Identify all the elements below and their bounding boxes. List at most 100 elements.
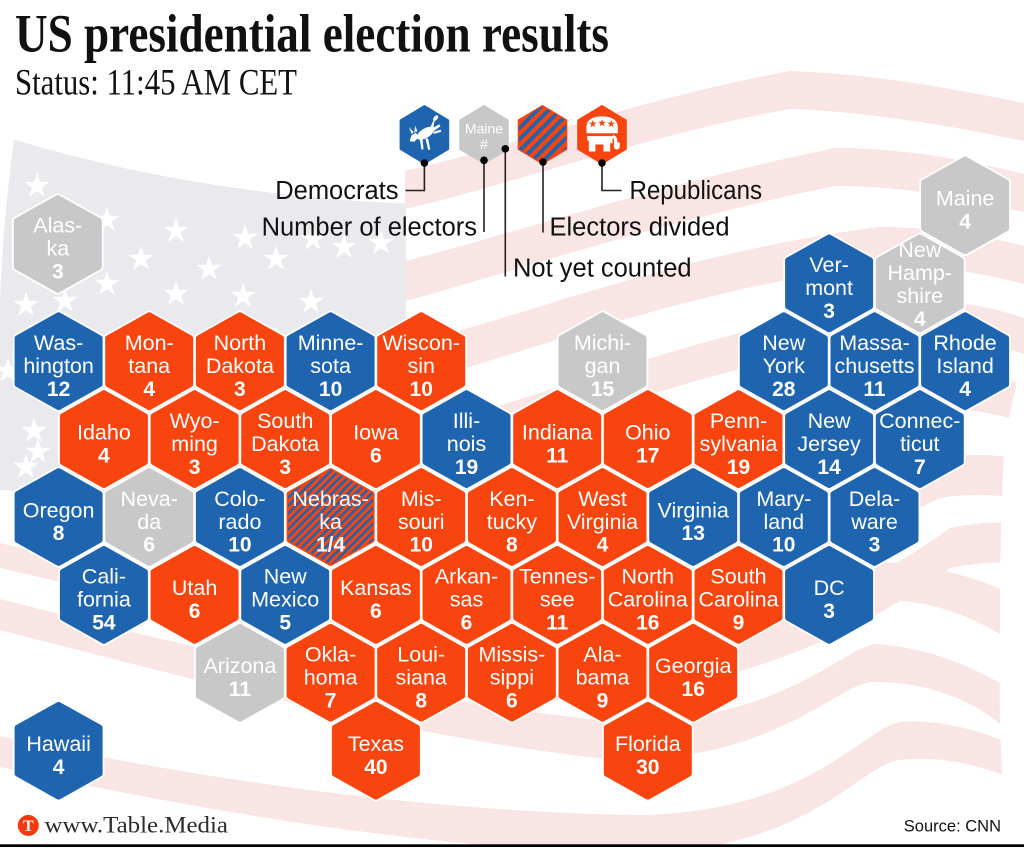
svg-text:1/4: 1/4 (316, 534, 346, 557)
svg-text:New: New (808, 409, 851, 433)
svg-text:16: 16 (682, 678, 705, 701)
svg-text:19: 19 (727, 456, 750, 479)
svg-text:North: North (622, 565, 675, 589)
svg-text:6: 6 (370, 444, 382, 467)
svg-text:Wyo-: Wyo- (170, 409, 220, 433)
svg-text:Florida: Florida (615, 732, 681, 756)
svg-text:3: 3 (823, 600, 835, 623)
svg-text:Dakota: Dakota (206, 354, 274, 378)
svg-text:da: da (137, 510, 161, 534)
svg-text:sas: sas (450, 588, 483, 612)
svg-text:Iowa: Iowa (353, 420, 398, 444)
svg-text:US presidential election resul: US presidential election results (15, 4, 609, 64)
svg-text:hington: hington (23, 354, 94, 378)
svg-text:7: 7 (914, 456, 926, 479)
svg-text:ka: ka (319, 510, 342, 534)
svg-text:Carolina: Carolina (608, 588, 688, 612)
svg-text:Alas-: Alas- (33, 214, 82, 238)
svg-text:28: 28 (772, 378, 796, 401)
svg-text:Virginia: Virginia (567, 510, 638, 534)
svg-text:New: New (898, 238, 941, 262)
svg-text:Indiana: Indiana (522, 420, 593, 444)
svg-text:8: 8 (53, 522, 65, 545)
svg-text:sin: sin (407, 354, 434, 378)
svg-text:Maine: Maine (465, 121, 503, 137)
svg-text:12: 12 (47, 378, 70, 401)
svg-text:11: 11 (546, 444, 569, 467)
svg-text:Oregon: Oregon (23, 498, 95, 522)
svg-text:Utah: Utah (172, 576, 217, 600)
svg-text:3: 3 (869, 534, 881, 557)
svg-text:7: 7 (325, 690, 337, 713)
svg-text:6: 6 (461, 612, 473, 635)
svg-text:Georgia: Georgia (655, 654, 732, 678)
svg-text:ka: ka (46, 237, 69, 261)
svg-text:11: 11 (229, 678, 252, 701)
svg-text:Neva-: Neva- (121, 487, 178, 511)
svg-text:tana: tana (128, 354, 170, 378)
svg-text:6: 6 (143, 534, 155, 557)
svg-text:10: 10 (410, 534, 433, 557)
svg-text:Nebras-: Nebras- (292, 487, 368, 511)
svg-text:Ala-: Ala- (583, 643, 621, 667)
svg-text:chusetts: chusetts (834, 354, 914, 378)
svg-text:Hamp-: Hamp- (888, 261, 953, 285)
svg-text:16: 16 (636, 612, 659, 635)
svg-text:15: 15 (591, 378, 615, 401)
svg-text:ming: ming (171, 432, 218, 456)
svg-text:8: 8 (415, 690, 427, 713)
svg-text:3: 3 (234, 378, 246, 401)
svg-text:11: 11 (546, 612, 569, 635)
svg-text:Arizona: Arizona (203, 654, 276, 678)
svg-text:shire: shire (896, 284, 943, 308)
svg-text:homa: homa (304, 666, 358, 690)
svg-text:Not yet counted: Not yet counted (513, 255, 692, 283)
svg-text:6: 6 (370, 600, 382, 623)
svg-text:17: 17 (636, 444, 659, 467)
svg-text:Maine: Maine (936, 187, 995, 211)
svg-text:Penn-: Penn- (710, 409, 767, 433)
svg-text:land: land (763, 510, 804, 534)
svg-text:Minne-: Minne- (298, 331, 364, 355)
svg-text:10: 10 (772, 534, 795, 557)
svg-text:DC: DC (814, 576, 845, 600)
svg-text:10: 10 (410, 378, 433, 401)
svg-text:York: York (763, 354, 805, 378)
svg-text:30: 30 (636, 756, 659, 779)
svg-text:Status: 11:45 AM CET: Status: 11:45 AM CET (15, 62, 297, 103)
svg-text:Carolina: Carolina (698, 588, 778, 612)
svg-text:Connec-: Connec- (879, 409, 960, 433)
svg-text:sippi: sippi (490, 666, 534, 690)
svg-text:Michi-: Michi- (574, 331, 631, 355)
svg-text:Republicans: Republicans (630, 177, 763, 205)
svg-text:8: 8 (506, 534, 518, 557)
svg-text:Source: CNN: Source: CNN (904, 818, 1001, 836)
svg-text:14: 14 (817, 456, 841, 479)
svg-text:North: North (214, 331, 267, 355)
svg-text:Massa-: Massa- (839, 331, 909, 355)
svg-text:T: T (23, 818, 34, 835)
svg-text:rado: rado (218, 510, 261, 534)
svg-text:4: 4 (959, 378, 971, 401)
svg-text:ticut: ticut (900, 432, 939, 456)
svg-text:4: 4 (143, 378, 155, 401)
svg-text:13: 13 (682, 522, 705, 545)
svg-text:Wiscon-: Wiscon- (382, 331, 460, 355)
svg-text:Mon-: Mon- (125, 331, 174, 355)
svg-text:40: 40 (364, 756, 387, 779)
svg-text:souri: souri (398, 510, 445, 534)
svg-text:6: 6 (189, 600, 201, 623)
svg-text:Cali-: Cali- (82, 565, 126, 589)
svg-text:Arkan-: Arkan- (435, 565, 498, 589)
svg-text:nois: nois (447, 432, 486, 456)
svg-text:Colo-: Colo- (214, 487, 265, 511)
svg-text:3: 3 (189, 456, 201, 479)
svg-text:South: South (710, 565, 766, 589)
svg-text:9: 9 (597, 690, 609, 713)
svg-text:Texas: Texas (348, 732, 404, 756)
svg-text:Mary-: Mary- (756, 487, 811, 511)
svg-text:3: 3 (279, 456, 291, 479)
svg-text:see: see (540, 588, 575, 612)
svg-text:Tennes-: Tennes- (519, 565, 596, 589)
svg-text:3: 3 (52, 261, 64, 284)
